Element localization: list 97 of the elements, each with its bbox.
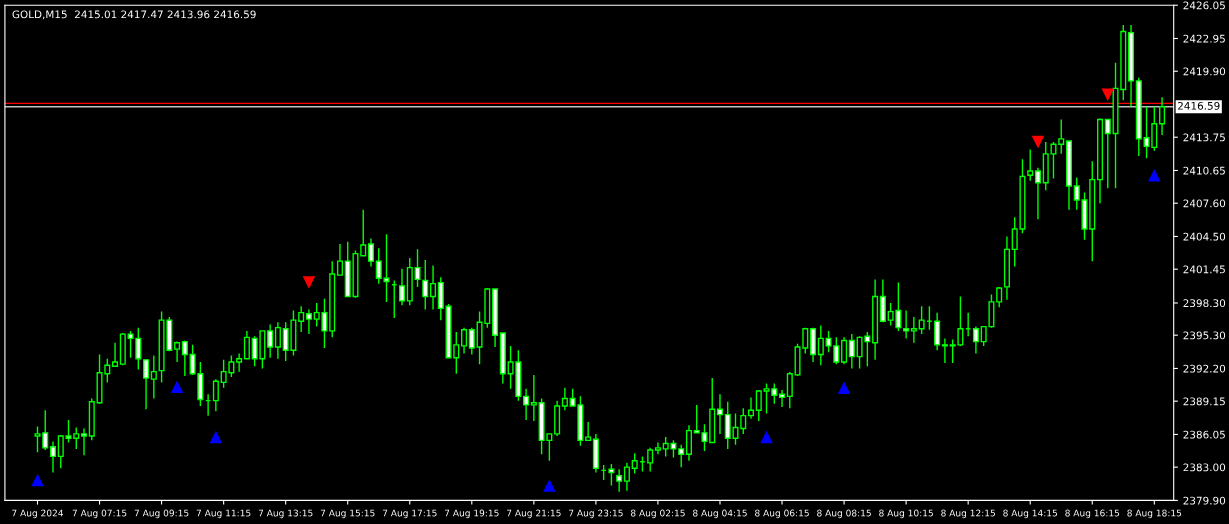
x-tick-label: 8 Aug 16:15 [1065,509,1120,519]
point [31,473,44,487]
y-tick-label: 2392.20 [1183,364,1226,373]
candlestick [841,336,848,365]
y-tick-label: 2383.00 [1183,463,1226,472]
candlestick [367,237,375,268]
candlestick [631,452,638,475]
candlestick [647,447,654,473]
point [170,380,184,393]
x-tick-label: 7 Aug 17:15 [382,509,437,519]
y-tick-label: 2395.30 [1183,331,1226,340]
x-tick-label: 8 Aug 06:15 [755,509,809,519]
point [543,479,556,492]
y-tick-label: 2419.90 [1183,67,1226,76]
candlestick [49,440,57,474]
candlestick [910,316,917,344]
candlestick [941,337,948,364]
ref-line-label: 2416.59 [1177,101,1220,110]
candlestick [530,374,537,422]
candlestick [1034,167,1041,220]
candlestick [461,326,468,355]
candlestick [678,443,685,468]
candlestick [934,311,941,351]
candlestick [305,308,312,335]
y-tick-label: 2413.75 [1183,133,1225,142]
candlestick [755,389,762,422]
candlestick [1159,96,1166,136]
x-tick-label: 7 Aug 15:15 [320,509,375,519]
candlestick [267,323,274,359]
x-tick-label: 7 Aug 07:15 [72,509,127,519]
point [760,430,773,444]
candlestick [779,389,786,408]
y-tick-label: 2410.65 [1183,166,1225,175]
candlestick [903,309,910,340]
candlestick [143,359,150,410]
x-tick-label: 7 Aug 09:15 [134,509,189,519]
candlestick [360,208,367,257]
x-tick-label: 7 Aug 11:15 [196,509,251,519]
candlestick [654,441,661,455]
y-tick-label: 2389.15 [1183,397,1225,406]
point [302,276,316,289]
y-tick-label: 2401.45 [1183,265,1225,274]
candlestick [616,468,623,493]
x-tick-label: 7 Aug 21:15 [507,509,561,519]
x-tick-label: 8 Aug 02:15 [630,509,685,519]
candlestick [523,388,530,421]
point [209,430,223,444]
candlestick [747,396,755,420]
candlestick [623,462,630,492]
chart-title: GOLD,M15 2415.01 2417.47 2413.96 2416.59 [12,10,256,20]
point [1101,88,1115,102]
candlestick [398,267,406,306]
candlestick [298,305,305,333]
candlestick [848,333,855,370]
candlestick [81,427,88,457]
y-tick-label: 2407.60 [1183,199,1226,208]
point [1031,135,1045,149]
candlestick [430,264,437,311]
candlestick [716,393,724,435]
candlestick [468,326,475,356]
candlestick [1104,118,1111,189]
candlestick [112,341,119,367]
y-tick-label: 2426.05 [1183,1,1225,10]
candlestick [585,421,592,442]
x-tick-label: 7 Aug 23:15 [569,509,623,519]
x-tick-label: 7 Aug 2024 [12,509,64,519]
x-tick-label: 8 Aug 04:15 [693,509,747,519]
candlestick [236,352,243,373]
candlestick [336,243,343,276]
x-tick-label: 8 Aug 12:15 [941,509,995,519]
y-tick-label: 2379.90 [1183,496,1226,505]
candlestick [150,354,157,400]
y-tick-label: 2386.05 [1183,430,1225,439]
x-tick-label: 8 Aug 14:15 [1003,509,1057,519]
x-tick-label: 7 Aug 13:15 [258,509,313,519]
x-tick-label: 8 Aug 10:15 [879,509,933,519]
candlestick [918,305,925,335]
candlestick [972,325,979,355]
candlestick [181,339,188,377]
candlestick [1027,148,1034,182]
candlestick [561,387,568,411]
candlestick [685,424,692,462]
candlestick [786,370,793,409]
candlestick [243,330,250,360]
candlestick [212,378,219,413]
candlestick [817,324,824,366]
y-tick-label: 2404.50 [1183,232,1226,241]
x-tick-label: 8 Aug 08:15 [817,509,871,519]
y-tick-label: 2398.30 [1183,299,1226,308]
candlestick [274,321,281,360]
x-tick-label: 8 Aug 18:15 [1127,509,1182,519]
candlestick [608,463,615,487]
x-tick-label: 7 Aug 19:15 [444,509,499,519]
point [837,381,851,395]
y-tick-label: 2422.95 [1183,34,1225,43]
point [1148,169,1161,182]
candlestick [422,259,429,311]
